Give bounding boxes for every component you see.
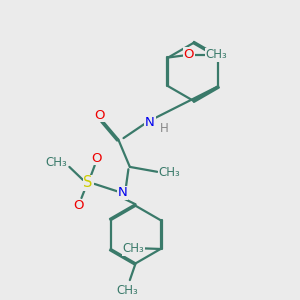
Text: CH₃: CH₃ [46, 156, 67, 169]
Text: O: O [184, 48, 194, 61]
Text: CH₃: CH₃ [116, 284, 138, 297]
Text: CH₃: CH₃ [158, 166, 180, 179]
Text: O: O [94, 109, 105, 122]
Text: N: N [118, 186, 128, 199]
Text: O: O [92, 152, 102, 165]
Text: CH₃: CH₃ [206, 48, 227, 61]
Text: H: H [160, 122, 169, 135]
Text: O: O [73, 199, 83, 212]
Text: N: N [145, 116, 155, 129]
Text: S: S [83, 175, 93, 190]
Text: CH₃: CH₃ [122, 242, 144, 256]
